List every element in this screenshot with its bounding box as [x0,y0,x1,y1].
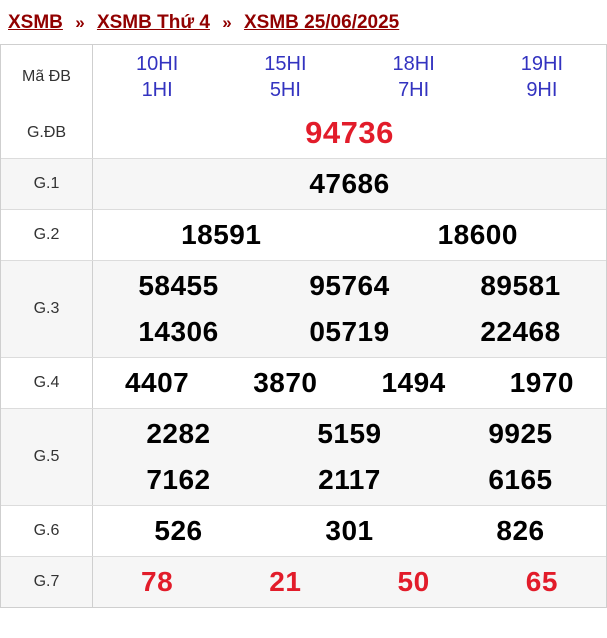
prize-row-6: G.5 2282 5159 9925 7162 2117 6165 [1,408,606,505]
prize-number: 22468 [480,316,561,347]
results-table: Mã ĐB 10HI 1HI 15HI 5HI 18HI 7HI 19HI 9H… [0,44,607,608]
prize-number: 18591 [181,219,262,250]
prize-number: 18600 [437,219,518,250]
prize-value-line: 78 21 50 65 [93,559,606,605]
prize-value-line: 94736 [93,110,606,156]
prize-label: G.7 [1,557,93,607]
prize-number: 9925 [488,418,553,449]
prize-number: 58455 [138,270,219,301]
prize-row-8: G.7 78 21 50 65 [1,556,606,607]
prize-label: G.5 [1,409,93,505]
prize-number: 3870 [253,367,318,398]
prize-label: G.1 [1,159,93,209]
prize-label: G.3 [1,261,93,357]
prize-number: 78 [141,566,174,597]
prize-values: 94736 [93,108,606,158]
special-code-label: Mã ĐB [1,45,93,108]
special-code: 5HI [269,78,301,101]
prize-number: 5159 [317,418,382,449]
special-code-header-row: Mã ĐB 10HI 1HI 15HI 5HI 18HI 7HI 19HI 9H… [1,45,606,108]
prize-number: 301 [325,515,374,546]
breadcrumb: XSMB » XSMB Thứ 4 » XSMB 25/06/2025 [0,0,607,44]
prize-number: 6165 [488,464,553,495]
special-code-col-2: 15HI 5HI [221,47,349,106]
prize-values: 4407 3870 1494 1970 [93,358,606,408]
special-code: 7HI [398,78,430,101]
special-code: 18HI [392,52,435,75]
breadcrumb-link-xsmb-thu-4[interactable]: XSMB Thứ 4 [96,12,210,33]
prize-label: G.ĐB [1,108,93,158]
prize-label: G.6 [1,506,93,556]
prize-number: 65 [525,566,558,597]
prize-number: 1970 [509,367,575,398]
prize-value-line: 4407 3870 1494 1970 [93,360,606,406]
breadcrumb-link-xsmb-date[interactable]: XSMB 25/06/2025 [243,12,400,33]
prize-values: 18591 18600 [93,210,606,260]
prize-value-line: 47686 [93,161,606,207]
prize-rows: G.ĐB 94736 G.1 47686 G.2 18591 18600 G.3 58455 95… [1,108,606,607]
prize-value-line: 14306 05719 22468 [93,309,606,355]
prize-number: 21 [269,566,302,597]
prize-number: 95764 [309,270,390,301]
prize-number: 1494 [381,367,446,398]
prize-number: 7162 [146,464,211,495]
special-code-col-4: 19HI 9HI [478,47,606,106]
special-code: 1HI [141,78,173,101]
prize-value-line: 2282 5159 9925 [93,411,606,457]
prize-label: G.2 [1,210,93,260]
prize-value-line: 58455 95764 89581 [93,263,606,309]
prize-row-3: G.2 18591 18600 [1,209,606,260]
prize-number: 2117 [318,464,381,495]
special-code-col-3: 18HI 7HI [350,47,478,106]
prize-number: 526 [154,515,203,546]
breadcrumb-separator-icon: » [75,13,85,32]
prize-value-line: 18591 18600 [93,212,606,258]
prize-value-line: 7162 2117 6165 [93,457,606,503]
prize-row-4: G.3 58455 95764 89581 14306 05719 22468 [1,260,606,357]
special-code: 10HI [136,52,179,75]
special-code-col-1: 10HI 1HI [93,47,221,106]
breadcrumb-link-xsmb[interactable]: XSMB [8,12,63,33]
prize-number: 826 [496,515,545,546]
prize-number: 14306 [138,316,219,347]
prize-number: 4407 [124,367,190,398]
prize-number: 50 [397,566,430,597]
prize-number: 47686 [309,168,390,199]
prize-values: 47686 [93,159,606,209]
special-code: 15HI [264,52,307,75]
prize-row-1: G.ĐB 94736 [1,108,606,158]
prize-values: 58455 95764 89581 14306 05719 22468 [93,261,606,357]
prize-row-2: G.1 47686 [1,158,606,209]
prize-values: 2282 5159 9925 7162 2117 6165 [93,409,606,505]
prize-number: 89581 [480,270,561,301]
special-code-columns: 10HI 1HI 15HI 5HI 18HI 7HI 19HI 9HI [93,45,606,108]
prize-number: 2282 [146,418,211,449]
prize-number: 05719 [309,316,390,347]
special-code: 9HI [526,78,558,101]
prize-values: 78 21 50 65 [93,557,606,607]
prize-values: 526 301 826 [93,506,606,556]
prize-value-line: 526 301 826 [93,508,606,554]
prize-label: G.4 [1,358,93,408]
special-code: 19HI [520,52,563,75]
prize-row-5: G.4 4407 3870 1494 1970 [1,357,606,408]
prize-number: 94736 [305,115,394,150]
breadcrumb-separator-icon: » [222,13,232,32]
prize-row-7: G.6 526 301 826 [1,505,606,556]
